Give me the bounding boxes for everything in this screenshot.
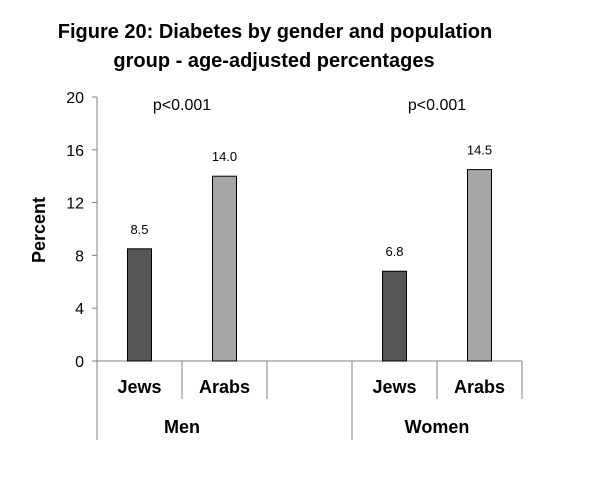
chart-title-line-1: Figure 20: Diabetes by gender and popula… xyxy=(58,21,493,43)
bar xyxy=(382,270,407,362)
bar xyxy=(212,175,237,362)
y-tick-label: 20 xyxy=(66,90,84,107)
x-tick-label: Arabs xyxy=(199,377,250,397)
y-tick-label: 16 xyxy=(66,143,84,160)
plot-area: 0 4 8 12 16 20 8.5 Jews 14.0 Arabs 6.8 Jews 14.5 Arab… xyxy=(66,90,523,440)
group-label: Women xyxy=(405,417,470,437)
significance-annotation: p<0.001 xyxy=(408,97,466,114)
data-label: 14.0 xyxy=(212,149,237,164)
x-tick-label: Jews xyxy=(117,377,161,397)
x-tick-label: Jews xyxy=(372,377,416,397)
significance-annotation: p<0.001 xyxy=(153,97,211,114)
y-tick-label: 0 xyxy=(75,354,84,371)
group-label: Men xyxy=(164,417,200,437)
data-label: 14.5 xyxy=(467,143,492,158)
data-label: 6.8 xyxy=(385,244,403,259)
x-tick-label: Arabs xyxy=(454,377,505,397)
y-axis-label: Percent xyxy=(29,197,49,263)
y-tick-label: 8 xyxy=(75,248,84,265)
y-tick-label: 12 xyxy=(66,196,84,213)
chart-title-line-2: group - age-adjusted percentages xyxy=(113,50,434,72)
y-tick-label: 4 xyxy=(75,301,84,318)
bar xyxy=(467,169,492,362)
bar xyxy=(127,248,152,362)
data-label: 8.5 xyxy=(130,222,148,237)
